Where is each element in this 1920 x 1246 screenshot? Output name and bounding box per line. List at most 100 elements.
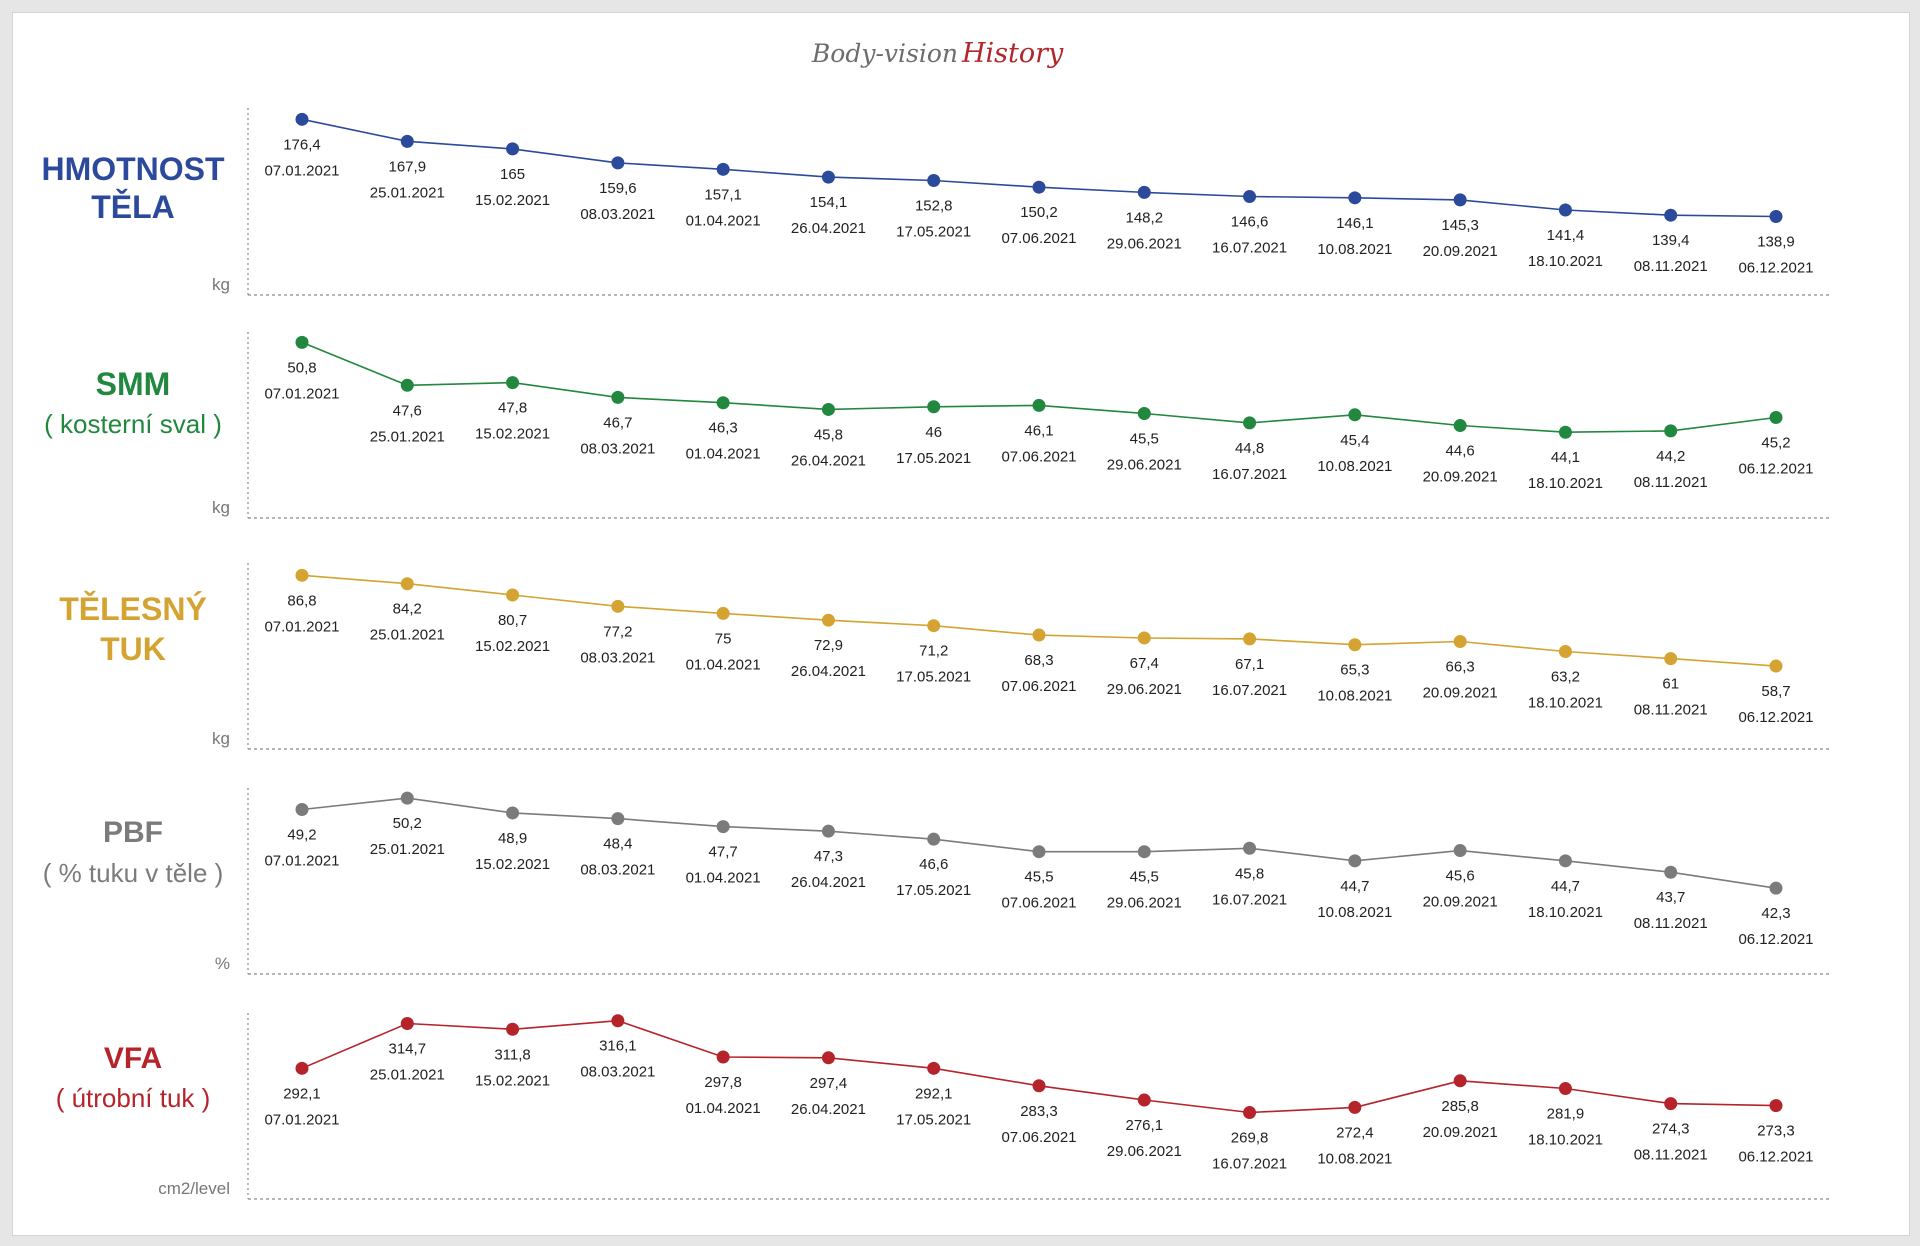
data-label: 44,1 (1551, 449, 1580, 466)
data-label: 49,2 (287, 827, 316, 844)
data-point (1558, 425, 1572, 439)
data-label: 285,8 (1441, 1098, 1479, 1115)
data-label: 152,8 (915, 197, 953, 214)
data-label: 46,1 (1024, 422, 1053, 439)
data-point (1453, 1074, 1467, 1088)
data-point (1769, 1099, 1783, 1113)
date-label: 07.01.2021 (264, 162, 339, 179)
date-label: 06.12.2021 (1738, 931, 1813, 948)
data-label: 45,6 (1446, 868, 1475, 885)
data-label: 141,4 (1547, 227, 1585, 244)
data-label: 167,9 (389, 158, 427, 175)
data-point (295, 803, 309, 817)
date-label: 01.04.2021 (686, 1100, 761, 1117)
data-point (1348, 638, 1362, 652)
data-point (1558, 645, 1572, 659)
data-label: 165 (500, 166, 525, 183)
data-point (611, 156, 625, 170)
data-label: 281,9 (1547, 1106, 1585, 1123)
data-label: 43,7 (1656, 889, 1685, 906)
data-point (1032, 628, 1046, 642)
date-label: 26.04.2021 (791, 874, 866, 891)
date-label: 06.12.2021 (1738, 1149, 1813, 1166)
date-label: 08.03.2021 (580, 206, 655, 223)
data-point (927, 832, 941, 846)
data-label: 71,2 (919, 643, 948, 660)
data-label: 66,3 (1446, 659, 1475, 676)
data-point (1348, 191, 1362, 205)
data-point (506, 376, 520, 390)
date-label: 10.08.2021 (1317, 458, 1392, 475)
data-point (1137, 631, 1151, 645)
data-label: 42,3 (1761, 905, 1790, 922)
data-label: 272,4 (1336, 1124, 1374, 1141)
data-label: 67,4 (1130, 655, 1159, 672)
date-label: 16.07.2021 (1212, 1156, 1287, 1173)
date-label: 15.02.2021 (475, 1072, 550, 1089)
data-label: 176,4 (283, 136, 321, 153)
data-point (1769, 410, 1783, 424)
data-point (1664, 424, 1678, 438)
data-point (1032, 180, 1046, 194)
data-point (1769, 209, 1783, 223)
date-label: 07.06.2021 (1001, 678, 1076, 695)
data-label: 148,2 (1126, 209, 1164, 226)
data-label: 269,8 (1231, 1130, 1269, 1147)
data-label: 47,8 (498, 400, 527, 417)
data-point (611, 812, 625, 826)
date-label: 20.09.2021 (1423, 1124, 1498, 1141)
data-point (1558, 1082, 1572, 1096)
data-point (611, 599, 625, 613)
data-label: 77,2 (603, 623, 632, 640)
date-label: 18.10.2021 (1528, 253, 1603, 270)
data-label: 276,1 (1126, 1117, 1164, 1134)
date-label: 18.10.2021 (1528, 695, 1603, 712)
data-label: 75 (715, 630, 732, 647)
date-label: 08.11.2021 (1634, 258, 1708, 275)
data-label: 67,1 (1235, 656, 1264, 673)
data-label: 314,7 (389, 1041, 427, 1058)
data-label: 273,3 (1757, 1123, 1795, 1140)
data-point (716, 396, 730, 410)
data-point (1137, 845, 1151, 859)
date-label: 29.06.2021 (1107, 681, 1182, 698)
chart-title: Body-vision History (811, 38, 1064, 69)
date-label: 08.11.2021 (1634, 474, 1708, 491)
date-label: 07.06.2021 (1001, 448, 1076, 465)
data-point (400, 577, 414, 591)
date-label: 29.06.2021 (1107, 456, 1182, 473)
data-label: 84,2 (393, 601, 422, 618)
data-point (1558, 854, 1572, 868)
data-point (821, 613, 835, 627)
data-label: 46,6 (919, 856, 948, 873)
data-point (821, 1051, 835, 1065)
data-point (506, 1022, 520, 1036)
data-label: 274,3 (1652, 1121, 1690, 1138)
unit-label: % (215, 954, 230, 973)
data-point (1769, 881, 1783, 895)
date-label: 01.04.2021 (686, 446, 761, 463)
date-label: 20.09.2021 (1423, 685, 1498, 702)
date-label: 07.01.2021 (264, 1111, 339, 1128)
data-label: 292,1 (915, 1085, 953, 1102)
date-label: 20.09.2021 (1423, 894, 1498, 911)
series-title-line: TUK (100, 631, 166, 667)
date-label: 16.07.2021 (1212, 466, 1287, 483)
data-label: 311,8 (494, 1046, 530, 1063)
data-label: 68,3 (1024, 652, 1053, 669)
data-point (1137, 406, 1151, 420)
chart-frame (12, 12, 1910, 1236)
data-point (716, 162, 730, 176)
date-label: 25.01.2021 (370, 1067, 445, 1084)
date-label: 20.09.2021 (1423, 469, 1498, 486)
data-label: 47,6 (393, 402, 422, 419)
data-point (295, 112, 309, 126)
data-point (1348, 1100, 1362, 1114)
date-label: 20.09.2021 (1423, 243, 1498, 260)
data-point (716, 820, 730, 834)
data-label: 80,7 (498, 612, 527, 629)
date-label: 15.02.2021 (475, 426, 550, 443)
date-label: 07.01.2021 (264, 385, 339, 402)
data-label: 297,4 (810, 1075, 848, 1092)
data-label: 154,1 (810, 194, 848, 211)
